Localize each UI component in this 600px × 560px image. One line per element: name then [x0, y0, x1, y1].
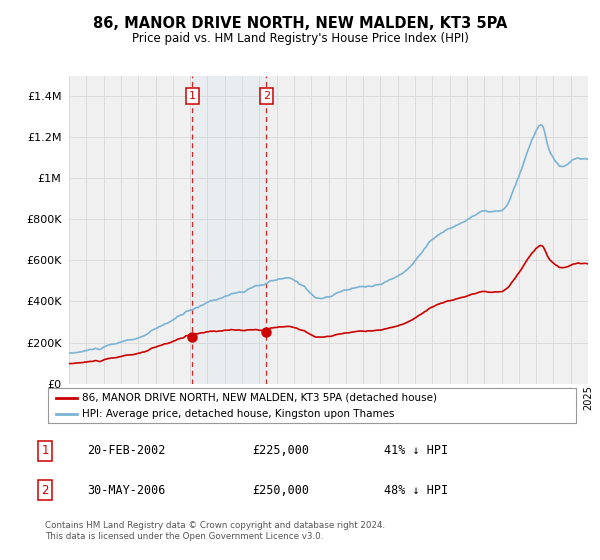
Text: 86, MANOR DRIVE NORTH, NEW MALDEN, KT3 5PA (detached house): 86, MANOR DRIVE NORTH, NEW MALDEN, KT3 5… [82, 393, 437, 403]
Text: 1: 1 [189, 91, 196, 101]
Text: 30-MAY-2006: 30-MAY-2006 [87, 483, 166, 497]
Text: 41% ↓ HPI: 41% ↓ HPI [384, 444, 448, 458]
Text: 2: 2 [263, 91, 270, 101]
Text: 1: 1 [41, 444, 49, 458]
Bar [193, 76, 266, 384]
Text: 20-FEB-2002: 20-FEB-2002 [87, 444, 166, 458]
Text: £250,000: £250,000 [252, 483, 309, 497]
Text: HPI: Average price, detached house, Kingston upon Thames: HPI: Average price, detached house, King… [82, 409, 395, 419]
Text: 48% ↓ HPI: 48% ↓ HPI [384, 483, 448, 497]
Text: Price paid vs. HM Land Registry's House Price Index (HPI): Price paid vs. HM Land Registry's House … [131, 31, 469, 45]
Text: 2: 2 [41, 483, 49, 497]
Text: 86, MANOR DRIVE NORTH, NEW MALDEN, KT3 5PA: 86, MANOR DRIVE NORTH, NEW MALDEN, KT3 5… [93, 16, 507, 31]
Text: Contains HM Land Registry data © Crown copyright and database right 2024.: Contains HM Land Registry data © Crown c… [45, 521, 385, 530]
Text: This data is licensed under the Open Government Licence v3.0.: This data is licensed under the Open Gov… [45, 532, 323, 541]
Text: £225,000: £225,000 [252, 444, 309, 458]
